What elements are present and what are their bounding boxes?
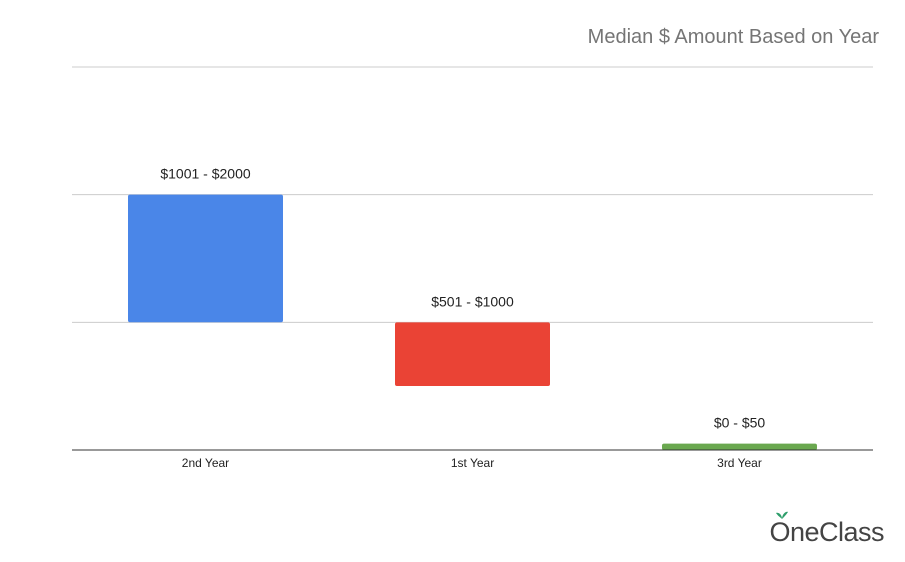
data-label: $0 - $50 <box>714 415 766 431</box>
x-axis-ticks: 2nd Year 1st Year 3rd Year <box>182 456 762 470</box>
data-label: $1001 - $2000 <box>160 166 251 182</box>
data-label: $501 - $1000 <box>431 293 514 309</box>
bar <box>395 322 550 387</box>
oneclass-logo: OneClass <box>769 511 884 548</box>
leaf-icon <box>776 511 789 519</box>
data-labels: $1001 - $2000 $501 - $1000 $0 - $50 <box>160 166 765 431</box>
bar <box>662 443 817 450</box>
bars <box>128 194 817 450</box>
x-tick-label: 2nd Year <box>182 456 229 470</box>
x-tick-label: 1st Year <box>451 456 494 470</box>
brand-name: OneClass <box>769 517 884 547</box>
x-tick-label: 3rd Year <box>717 456 762 470</box>
bar <box>128 194 283 323</box>
chart-title: Median $ Amount Based on Year <box>587 26 879 48</box>
